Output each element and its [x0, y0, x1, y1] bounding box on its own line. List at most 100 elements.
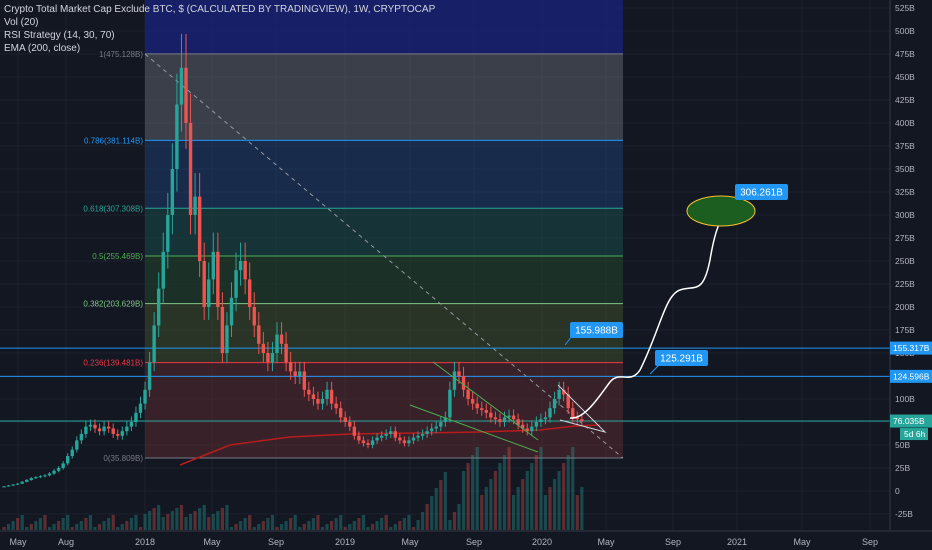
volume-bar: [16, 518, 20, 530]
volume-bar: [148, 511, 152, 530]
candle-body: [530, 426, 534, 432]
candle-body: [134, 412, 138, 422]
volume-bar: [93, 527, 97, 530]
candle-body: [407, 440, 411, 444]
fib-trend-line: [144, 53, 624, 459]
volume-bar: [411, 527, 416, 530]
candle-body: [56, 468, 61, 471]
candle-body: [525, 428, 529, 432]
legend-title: Crypto Total Market Cap Exclude BTC, $ (…: [4, 4, 436, 15]
volume-bar: [552, 479, 557, 530]
volume-bar: [512, 495, 516, 530]
countdown-text: 5d 6h: [904, 429, 926, 439]
candle-body: [61, 463, 65, 468]
candle-body: [420, 433, 425, 436]
candles: [2, 33, 584, 488]
candle-body: [389, 431, 393, 434]
candle-body: [302, 371, 306, 390]
candle-body: [511, 415, 516, 420]
callout-box: [570, 322, 623, 338]
candle-body: [357, 435, 361, 441]
candle-body: [143, 389, 147, 404]
time-axis-bg: [0, 531, 932, 550]
volume-bar: [402, 518, 406, 530]
volume-bar: [6, 524, 11, 530]
volume-bar: [70, 527, 74, 530]
volume-bar: [507, 447, 511, 530]
candle-body: [298, 371, 302, 376]
fib-band: [145, 208, 623, 256]
candle-body: [243, 261, 247, 280]
volume-bar: [88, 515, 93, 530]
legend-rsi: RSI Strategy (14, 30, 70): [4, 30, 115, 41]
candle-body: [307, 389, 311, 395]
volume-bar: [475, 447, 479, 530]
volume-bar: [25, 527, 29, 530]
volume-bar: [425, 504, 429, 530]
price-axis-tick: 200B: [895, 302, 915, 312]
volume-bar: [120, 524, 124, 530]
volume-bar: [543, 495, 548, 530]
volume-bar: [434, 488, 438, 530]
candle-body: [266, 353, 270, 363]
candle-body: [166, 215, 170, 252]
candle-body: [211, 251, 215, 280]
price-axis-tick: 300B: [895, 210, 915, 220]
candle-body: [138, 403, 143, 413]
volume-bar: [234, 524, 238, 530]
price-axis-tick: 375B: [895, 141, 915, 151]
candle-body: [457, 371, 461, 376]
volume-bar: [161, 517, 165, 530]
volume-bar: [143, 514, 147, 530]
volume-bar: [311, 518, 315, 530]
volume-bar: [343, 527, 347, 530]
fib-level-label: 0.236(139.481B): [83, 359, 143, 368]
fib-retracement: 1(475.128B) 0.786(381.114B) 0.618(307.308B…: [83, 0, 624, 463]
volume-bar: [530, 463, 534, 530]
candle-body: [366, 443, 370, 445]
price-axis-bg: [890, 0, 932, 550]
candle-body: [84, 426, 88, 434]
fib-band: [145, 362, 623, 459]
price-axis-tick: 475B: [895, 49, 915, 59]
volume-bar: [502, 455, 507, 530]
volume-bar: [380, 518, 384, 530]
candle-body: [66, 456, 70, 464]
candle-body: [257, 325, 261, 344]
volume-bar: [225, 505, 229, 530]
candle-body: [475, 403, 479, 409]
candle-body: [29, 478, 33, 480]
time-axis-tick: 2019: [335, 537, 355, 547]
candle-body: [439, 422, 443, 427]
volume-bar: [52, 524, 56, 530]
candle-body: [120, 431, 124, 436]
price-axis-tag: [890, 341, 932, 355]
volume-bar: [461, 471, 466, 530]
price-axis-tick: 0: [895, 486, 900, 496]
candle-body: [557, 389, 561, 399]
candle-body: [70, 449, 74, 457]
triangle-drawing: [557, 384, 607, 433]
candle-body: [402, 440, 407, 444]
candle-body: [552, 399, 557, 409]
volume-bar: [229, 527, 234, 530]
candle-body: [448, 389, 452, 418]
candle-body: [516, 419, 520, 425]
candle-body: [157, 288, 161, 326]
candle-body: [343, 417, 347, 422]
projection-path: [569, 194, 749, 419]
candle-body: [416, 435, 420, 438]
fib-level-label: 1(475.128B): [99, 50, 143, 59]
candle-body: [279, 334, 284, 344]
candle-body: [216, 251, 220, 307]
candle-body: [461, 376, 466, 390]
candle-body: [175, 104, 179, 169]
candle-body: [75, 440, 79, 450]
volume-bar: [489, 479, 493, 530]
volume-bar: [188, 514, 193, 530]
candle-body: [111, 428, 115, 434]
candle-body: [430, 428, 434, 432]
volume-bar: [370, 524, 375, 530]
price-axis-tick: 525B: [895, 3, 915, 13]
